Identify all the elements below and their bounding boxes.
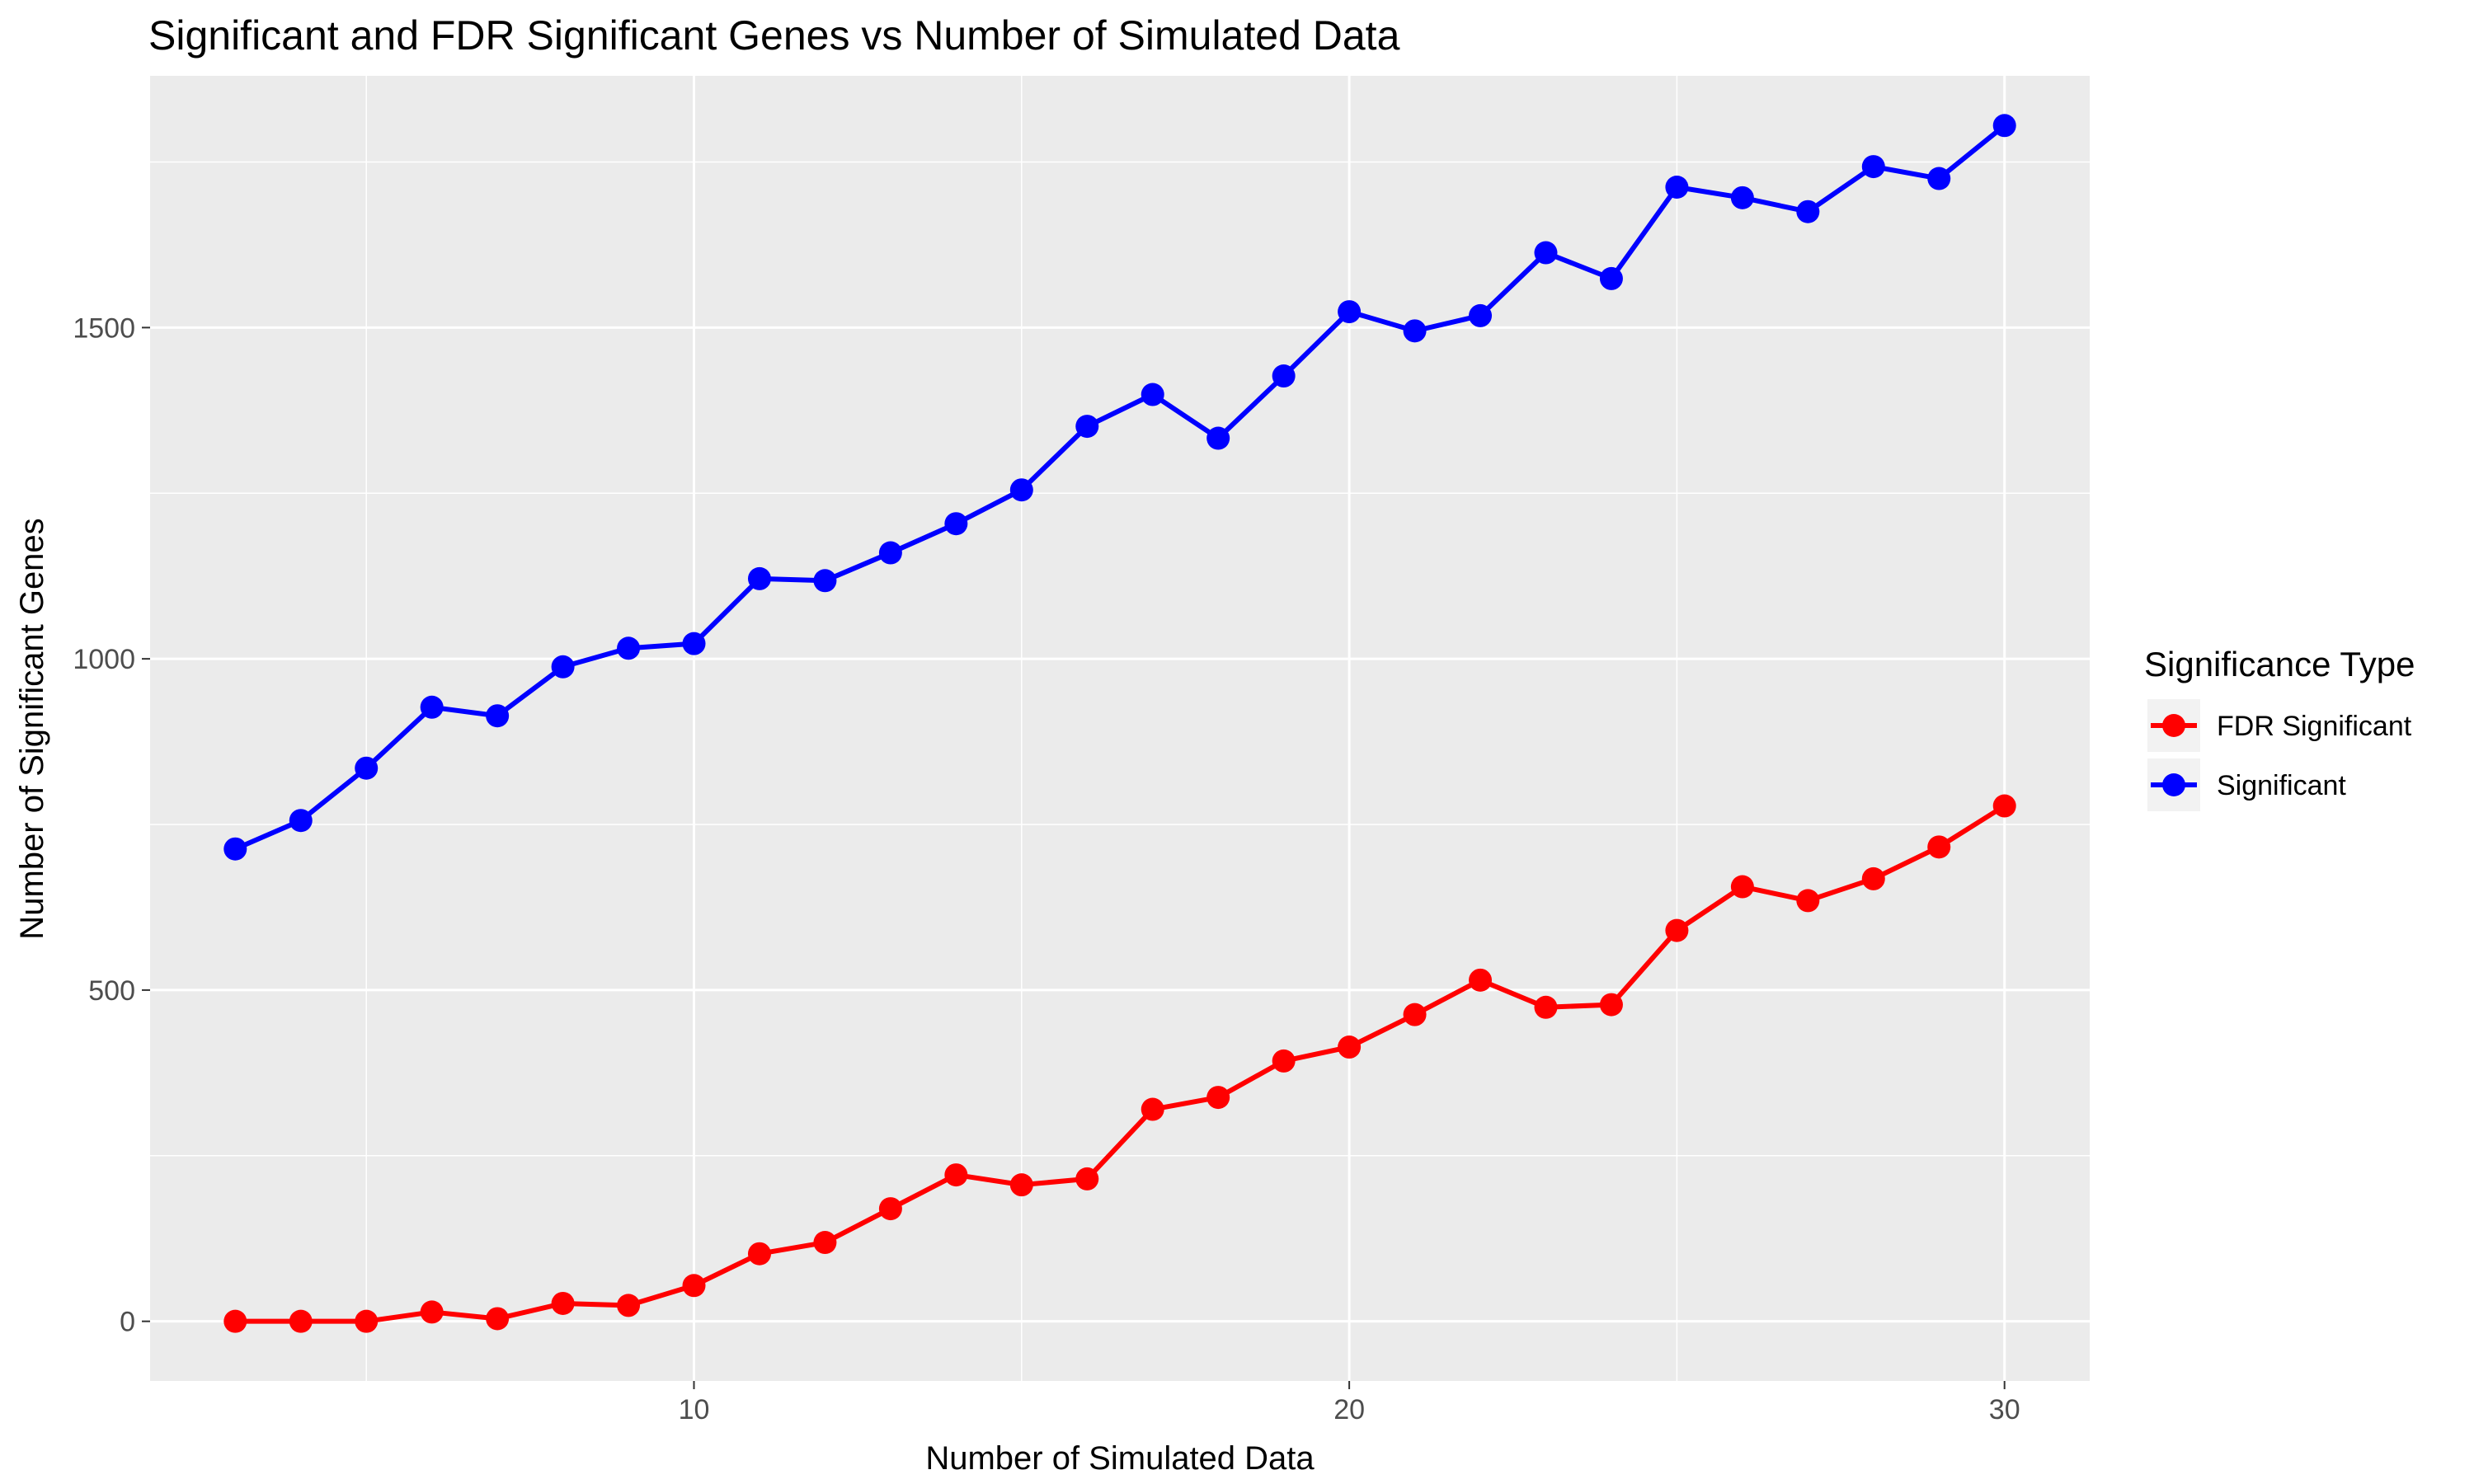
data-point-significant [420,695,444,719]
x-axis-title: Number of Simulated Data [925,1440,1315,1477]
series-line-significant [233,123,2007,852]
data-point-fdr-significant [878,1197,902,1221]
data-point-fdr-significant [944,1163,968,1187]
legend-key-point [2162,773,2185,796]
data-point-fdr-significant [1141,1097,1164,1121]
data-point-significant [878,541,902,565]
x-tick-label: 20 [1333,1394,1365,1425]
legend-item-fdr-significant: FDR Significant [2147,699,2412,752]
data-point-significant [355,756,379,780]
data-point-fdr-significant [1861,866,1885,890]
data-point-significant [223,837,247,861]
data-point-significant [682,632,706,655]
data-point-fdr-significant [1469,968,1493,992]
data-point-significant [1141,383,1164,406]
data-point-fdr-significant [551,1291,575,1315]
legend-item-significant: Significant [2147,758,2346,811]
grid-lines [150,76,2090,1381]
data-point-significant [1469,303,1493,327]
plot-panel [150,76,2090,1381]
data-point-fdr-significant [1403,1003,1427,1026]
legend-title: Significance Type [2144,645,2415,683]
x-tick-label: 30 [1989,1394,2020,1425]
data-point-significant [1534,241,1558,265]
data-point-fdr-significant [1534,995,1558,1019]
y-tick-label: 1000 [73,644,135,675]
y-axis-title: Number of Significant Genes [14,518,50,939]
data-point-significant [813,569,837,593]
data-point-fdr-significant [1992,794,2016,818]
data-point-significant [944,512,968,536]
legend-label: FDR Significant [2217,711,2412,742]
y-tick-label: 500 [88,975,135,1007]
data-point-fdr-significant [1730,875,1754,899]
data-point-fdr-significant [486,1307,510,1331]
data-point-fdr-significant [617,1294,641,1317]
data-point-fdr-significant [420,1300,444,1324]
data-point-significant [1075,415,1099,439]
y-tick-label: 1500 [73,312,135,344]
series-significant [223,114,2016,861]
data-point-fdr-significant [682,1274,706,1298]
data-point-fdr-significant [1206,1086,1230,1110]
data-point-fdr-significant [1599,993,1623,1017]
axes: 10 20 30 0 500 1000 1500 [73,312,2020,1425]
y-tick-label: 0 [120,1307,135,1338]
data-point-significant [1861,155,1885,179]
legend: Significance Type FDR Significant Signifi… [2144,645,2415,811]
data-point-significant [747,566,771,590]
data-point-significant [1272,364,1296,388]
data-point-fdr-significant [1665,918,1689,942]
x-tick-label: 10 [679,1394,710,1425]
data-point-significant [486,704,510,728]
data-point-significant [1927,167,1951,190]
data-point-significant [1665,175,1689,199]
data-point-fdr-significant [1796,889,1820,913]
data-point-fdr-significant [1927,835,1951,859]
data-point-significant [617,636,641,660]
legend-items: FDR Significant Significant [2147,699,2412,811]
data-point-fdr-significant [289,1309,313,1333]
data-point-fdr-significant [1272,1049,1296,1073]
data-point-significant [1730,186,1754,209]
series-line-fdr-significant [233,803,2007,1324]
data-point-fdr-significant [1075,1167,1099,1190]
data-point-significant [551,655,575,679]
data-point-fdr-significant [747,1242,771,1266]
data-point-significant [1796,200,1820,223]
data-point-significant [1403,319,1427,343]
data-point-fdr-significant [223,1309,247,1333]
legend-key-point [2162,714,2185,737]
data-point-significant [1206,426,1230,450]
series-fdr-significant [223,794,2016,1333]
data-point-significant [289,809,313,833]
data-point-significant [1992,114,2016,138]
data-point-significant [1338,300,1362,324]
data-point-fdr-significant [1009,1173,1033,1197]
data-point-fdr-significant [813,1231,837,1255]
chart-title: Significant and FDR Significant Genes vs… [148,12,1400,59]
series-layer [223,114,2016,1333]
data-point-significant [1009,478,1033,502]
data-point-fdr-significant [1338,1036,1362,1059]
legend-label: Significant [2217,770,2346,801]
data-point-fdr-significant [355,1309,379,1333]
data-point-significant [1599,266,1623,290]
